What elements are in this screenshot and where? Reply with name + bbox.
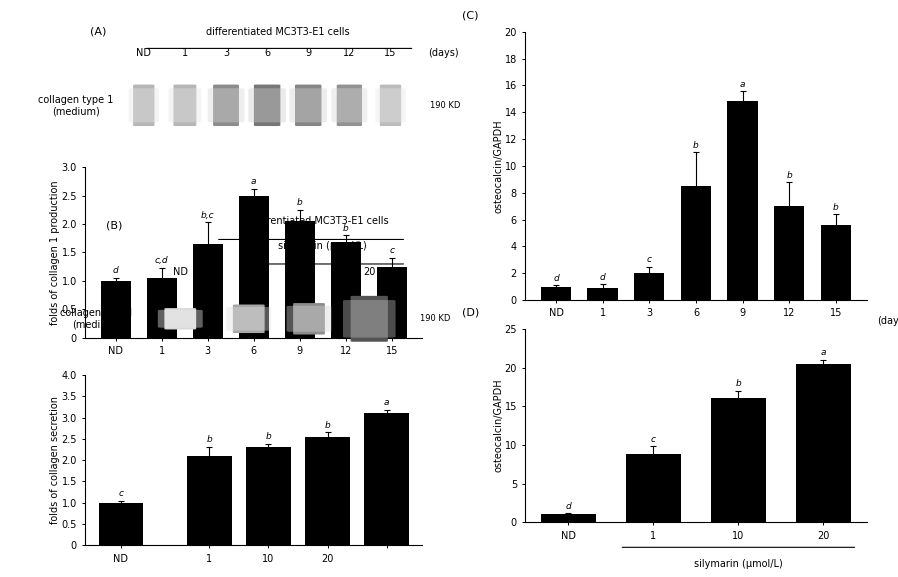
FancyBboxPatch shape xyxy=(295,85,321,126)
FancyBboxPatch shape xyxy=(128,88,159,122)
Bar xyxy=(239,196,269,338)
Text: b: b xyxy=(833,203,839,212)
Bar xyxy=(796,364,851,522)
Text: collagen type 1
(medium): collagen type 1 (medium) xyxy=(39,95,114,116)
Text: differentiated MC3T3-E1 cells: differentiated MC3T3-E1 cells xyxy=(245,216,389,227)
Text: c: c xyxy=(390,246,394,255)
Bar xyxy=(727,102,758,300)
Text: 20: 20 xyxy=(363,267,375,277)
Text: a: a xyxy=(251,177,257,186)
Text: b: b xyxy=(343,223,348,233)
Text: 1: 1 xyxy=(181,48,188,58)
FancyBboxPatch shape xyxy=(249,88,286,122)
Bar xyxy=(711,399,766,522)
FancyBboxPatch shape xyxy=(133,85,154,126)
Bar xyxy=(305,437,349,545)
FancyBboxPatch shape xyxy=(286,306,331,332)
Bar xyxy=(541,515,596,522)
Text: (A): (A) xyxy=(90,27,106,37)
Bar xyxy=(821,225,851,300)
Bar xyxy=(187,456,232,545)
FancyBboxPatch shape xyxy=(213,85,239,126)
FancyBboxPatch shape xyxy=(173,85,197,126)
Text: 9: 9 xyxy=(305,48,312,58)
Text: b: b xyxy=(787,171,792,180)
Text: 6: 6 xyxy=(264,48,270,58)
Bar xyxy=(146,278,177,338)
Text: 1: 1 xyxy=(246,267,251,277)
Bar xyxy=(285,221,314,338)
FancyBboxPatch shape xyxy=(233,305,265,333)
Text: d: d xyxy=(553,273,559,283)
Text: a: a xyxy=(821,349,826,358)
Bar xyxy=(634,273,665,300)
Text: 15: 15 xyxy=(384,48,397,58)
Text: (C): (C) xyxy=(462,10,479,20)
Text: b: b xyxy=(325,421,330,430)
Y-axis label: folds of collagen secretion: folds of collagen secretion xyxy=(50,396,60,524)
Text: c: c xyxy=(647,256,652,264)
Bar xyxy=(330,242,361,338)
Bar xyxy=(541,287,571,300)
Text: (days): (days) xyxy=(876,316,898,326)
Text: 190 KD: 190 KD xyxy=(420,314,450,323)
FancyBboxPatch shape xyxy=(207,88,244,122)
Text: c: c xyxy=(119,489,123,498)
Bar xyxy=(626,454,681,522)
FancyBboxPatch shape xyxy=(254,85,280,126)
Bar xyxy=(101,281,130,338)
FancyBboxPatch shape xyxy=(350,296,388,342)
Text: c: c xyxy=(651,435,656,444)
FancyBboxPatch shape xyxy=(380,85,401,126)
Text: 3: 3 xyxy=(223,48,229,58)
FancyBboxPatch shape xyxy=(158,310,203,328)
Text: b: b xyxy=(207,435,212,444)
Text: b: b xyxy=(693,141,699,151)
Bar xyxy=(193,244,223,338)
Text: 12: 12 xyxy=(343,48,356,58)
Bar xyxy=(377,267,407,338)
Bar xyxy=(99,503,143,545)
Bar xyxy=(365,413,409,545)
Text: b,c: b,c xyxy=(201,211,215,219)
Text: d: d xyxy=(566,501,571,511)
Y-axis label: osteocalcin/GAPDH: osteocalcin/GAPDH xyxy=(493,119,503,213)
FancyBboxPatch shape xyxy=(331,88,367,122)
Y-axis label: osteocalcin/GAPDH: osteocalcin/GAPDH xyxy=(493,379,503,473)
Text: ND: ND xyxy=(136,48,151,58)
FancyBboxPatch shape xyxy=(375,88,406,122)
FancyBboxPatch shape xyxy=(226,307,271,331)
FancyBboxPatch shape xyxy=(343,300,395,338)
Text: silymarin (μmol/L): silymarin (μmol/L) xyxy=(694,559,783,569)
Bar xyxy=(774,206,805,300)
Text: 190 KD: 190 KD xyxy=(429,101,460,110)
Text: d: d xyxy=(113,266,119,275)
FancyBboxPatch shape xyxy=(293,303,325,335)
Text: ND: ND xyxy=(172,267,188,277)
Text: a: a xyxy=(740,80,745,89)
Text: b: b xyxy=(266,432,271,441)
Text: a: a xyxy=(383,398,390,407)
Text: differentiated MC3T3-E1 cells: differentiated MC3T3-E1 cells xyxy=(624,351,768,361)
Text: collagen type I
(medium): collagen type I (medium) xyxy=(60,308,132,329)
Text: b: b xyxy=(297,198,303,207)
FancyBboxPatch shape xyxy=(337,85,362,126)
Text: 10: 10 xyxy=(303,267,315,277)
Text: b: b xyxy=(735,380,742,388)
Bar xyxy=(246,447,291,545)
FancyBboxPatch shape xyxy=(169,88,201,122)
FancyBboxPatch shape xyxy=(164,308,196,329)
Bar xyxy=(681,186,711,300)
Text: silymarin (μmol/L): silymarin (μmol/L) xyxy=(278,241,367,251)
Y-axis label: folds of collagen 1 production: folds of collagen 1 production xyxy=(50,180,60,325)
Text: (B): (B) xyxy=(106,221,123,231)
Text: (D): (D) xyxy=(462,308,480,317)
Text: differentiated MC3T3-E1 cells: differentiated MC3T3-E1 cells xyxy=(206,27,349,37)
Text: c,d: c,d xyxy=(154,256,169,265)
Text: (days): (days) xyxy=(428,48,459,58)
Bar xyxy=(587,288,618,300)
Text: d: d xyxy=(600,273,605,282)
FancyBboxPatch shape xyxy=(289,88,327,122)
